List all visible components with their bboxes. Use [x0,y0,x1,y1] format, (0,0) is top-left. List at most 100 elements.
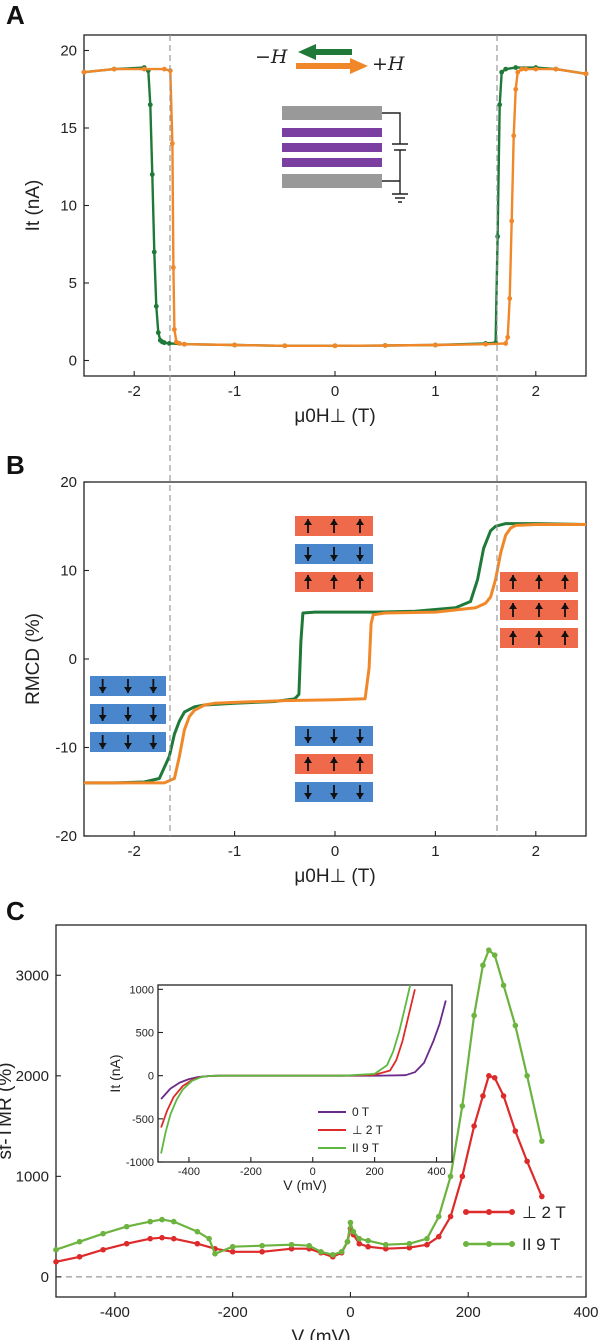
chart-c-series-2-t-point [76,1253,83,1260]
legend-c: ⊥ 2 T II 9 T [463,1203,566,1254]
legend-inset: 0 T ⊥ 2 T II 9 T [318,1105,384,1155]
chart-c-inset-plot-frame [157,984,453,1163]
chart-c-inset-xtick-label: -200 [240,1166,262,1178]
spin-arrowhead-icon [356,519,364,525]
chart-a-series-h-point [232,342,238,348]
spin-arrowhead-icon [330,519,338,525]
chart-c-series-ii-9-t-point [288,1241,295,1248]
spin-arrowhead-icon [356,737,364,743]
chart-c-series-ii-9-t-point [459,1103,466,1109]
chart-a-series-h-point [81,69,87,75]
panel-label-b: B [6,450,25,480]
plus-h-arrow-icon [296,58,368,74]
chart-a-series-h-point [433,342,438,348]
chart-a-series-h-point [497,102,503,108]
chart-a-series-h-point [382,343,388,348]
chart-c-series-ii-9-t-point [356,1235,363,1242]
chart-c-series-ii-9-t-point [471,1012,477,1019]
chart-a-ytick-label: 5 [69,275,77,292]
chart-c-series-2-t-point [471,1123,477,1129]
spin-arrowhead-icon [509,603,517,609]
spin-arrowhead-icon [535,631,543,637]
chart-c-series-ii-9-t-point [486,947,492,953]
chart-c-series-2-t-point [100,1246,106,1253]
chart-c-series-2-t-point [424,1241,430,1248]
minus-h-arrow-icon [298,44,352,60]
chart-c-series-ii-9-t-point [424,1235,430,1242]
chart-a-ytick-label: 15 [60,120,77,137]
chart-a-series-h-point [161,340,167,346]
chart-c-series-2-t-point [123,1240,130,1247]
chart-b-series-h-line [84,523,586,785]
chart-a-series-h-point [523,66,529,72]
spin-arrowhead-icon [149,687,158,693]
chart-c-inset-xtick-label: 400 [427,1166,445,1178]
chart-a-series-h-point [332,343,338,349]
chart-c-series-2-t-point [194,1240,201,1247]
chart-a-series-h-point [151,249,157,255]
chart-a-series-h-point [166,341,172,346]
chart-c-ytick-label: 1000 [16,1168,49,1185]
chart-c-xtick-label: 200 [456,1304,481,1321]
chart-c-series-ii-9-t-point [480,962,486,969]
chart-c-series-ii-9-t-point [123,1223,130,1230]
chart-a-series-h-point [141,66,147,72]
panel-label-c: C [6,896,25,926]
spin-arrowhead-icon [509,631,517,637]
spin-arrowhead-icon [149,715,158,721]
chart-c-inset-ytick-label: 500 [136,1027,154,1039]
chart-c-xtick-label: -400 [100,1304,130,1321]
chart-c-series-ii-9-t-point [318,1248,324,1255]
chart-c-series-ii-9-t-point [206,1235,212,1242]
chart-b-xtick-label: -1 [228,843,241,860]
chart-a-series-h-point [111,66,117,72]
spin-arrowhead-icon [304,737,312,743]
chart-c-series-ii-9-t-point [447,1173,454,1180]
chart-b-xtick-label: 2 [532,843,540,860]
chart-c-series-2-t-point [524,1158,530,1165]
spin-arrowhead-icon [330,737,338,743]
chart-a-series-h-point [170,265,176,270]
chart-c-series-2-t-point [406,1244,413,1251]
spin-configuration-icons [90,516,578,802]
chart-a-xtick-label: 1 [431,383,439,400]
chart-a-series-h-point [161,66,167,72]
chart-c-series-2-t-point [53,1259,59,1265]
chart-c-series-2-t-point [459,1173,466,1180]
chart-c-ylabel: sf-TMR (%) [0,1062,16,1159]
chart-c-series-ii-9-t-point [500,982,507,989]
spin-arrowhead-icon [561,575,569,581]
chart-a-series-h-point [507,296,513,301]
chart-a-xlabel: μ0H⊥ (T) [294,406,375,427]
spin-arrowhead-icon [561,631,569,637]
panel-label-a: A [6,0,25,30]
chart-a-series-h-point [149,172,155,177]
chart-c-series-ii-9-t-point [194,1228,201,1235]
chart-b-ytick-label: 20 [60,474,77,491]
chart-c-series-ii-9-t-point [53,1246,59,1253]
chart-a-ylabel: It (nA) [23,180,44,232]
chart-a-plot-frame [83,34,587,377]
chart-c-series-ii-9-t-point [512,1022,519,1029]
chart-b-xlabel: μ0H⊥ (T) [294,866,375,887]
chart-b-xtick-label: -2 [128,843,141,860]
plus-h-label: +H [372,53,405,75]
chart-b-ylabel: RMCD (%) [23,613,44,705]
chart-b-series-h-line [84,522,587,785]
chart-c-series-2-t-point [147,1235,154,1242]
spin-arrowhead-icon [356,555,364,561]
chart-c-xlabel: V (mV) [291,1327,350,1340]
chart-c-xtick-label: 0 [346,1304,354,1321]
legend-c-perp-2t: ⊥ 2 T [522,1203,566,1222]
spin-arrowhead-icon [304,519,312,525]
chart-c-series-2-t-point [259,1248,265,1255]
minus-h-label: −H [255,46,288,68]
spin-arrowhead-icon [124,687,132,693]
chart-c-series-ii-9-t-point [306,1242,313,1249]
chart-c-series-ii-9-t-point [435,1213,442,1220]
chart-a-series-h-point [511,133,517,139]
chart-c-ytick-label: 0 [41,1269,49,1286]
chart-c-inset-ylabel: It (nA) [107,1054,123,1092]
